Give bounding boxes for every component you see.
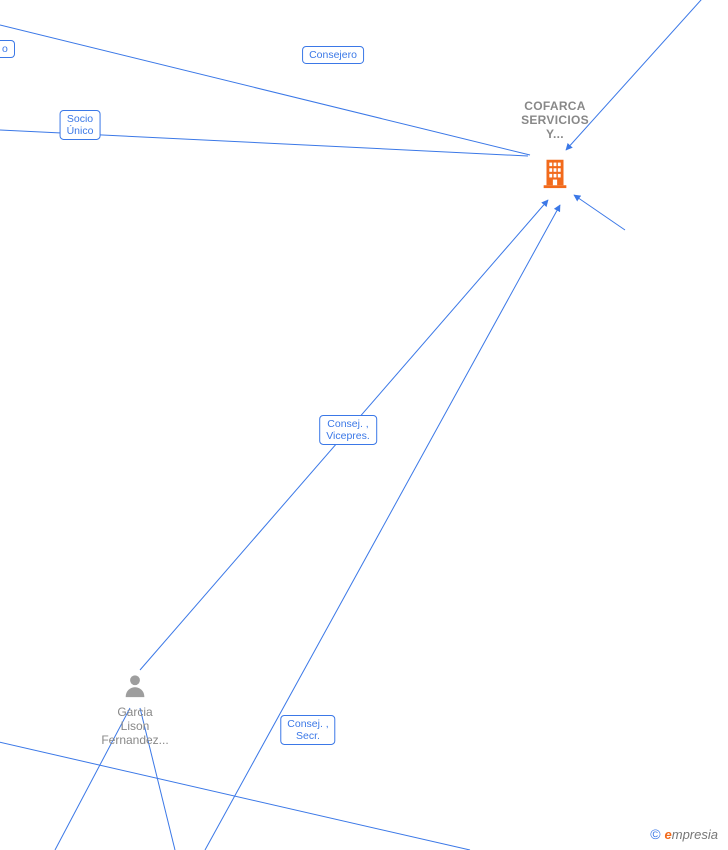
edge-label-socio-unico: Socio Único [60,110,101,140]
watermark: © empresia [650,826,718,842]
building-icon [538,156,572,195]
person-icon [121,672,149,705]
edge-label-consejero: Consejero [302,46,364,64]
edge-label-partial: o [0,40,15,58]
edge-top-right-in [566,0,728,150]
edge-person-down-right [140,708,175,850]
edge-person-down-left [55,708,130,850]
edge-consej-secr [205,205,560,850]
watermark-text: empresia [665,827,718,842]
copyright-symbol: © [650,826,660,842]
edge-label-consej-vicepres: Consej. , Vicepres. [319,415,377,445]
edge-label-consej-secr: Consej. , Secr. [280,715,335,745]
edge-right-short-in [574,195,625,230]
